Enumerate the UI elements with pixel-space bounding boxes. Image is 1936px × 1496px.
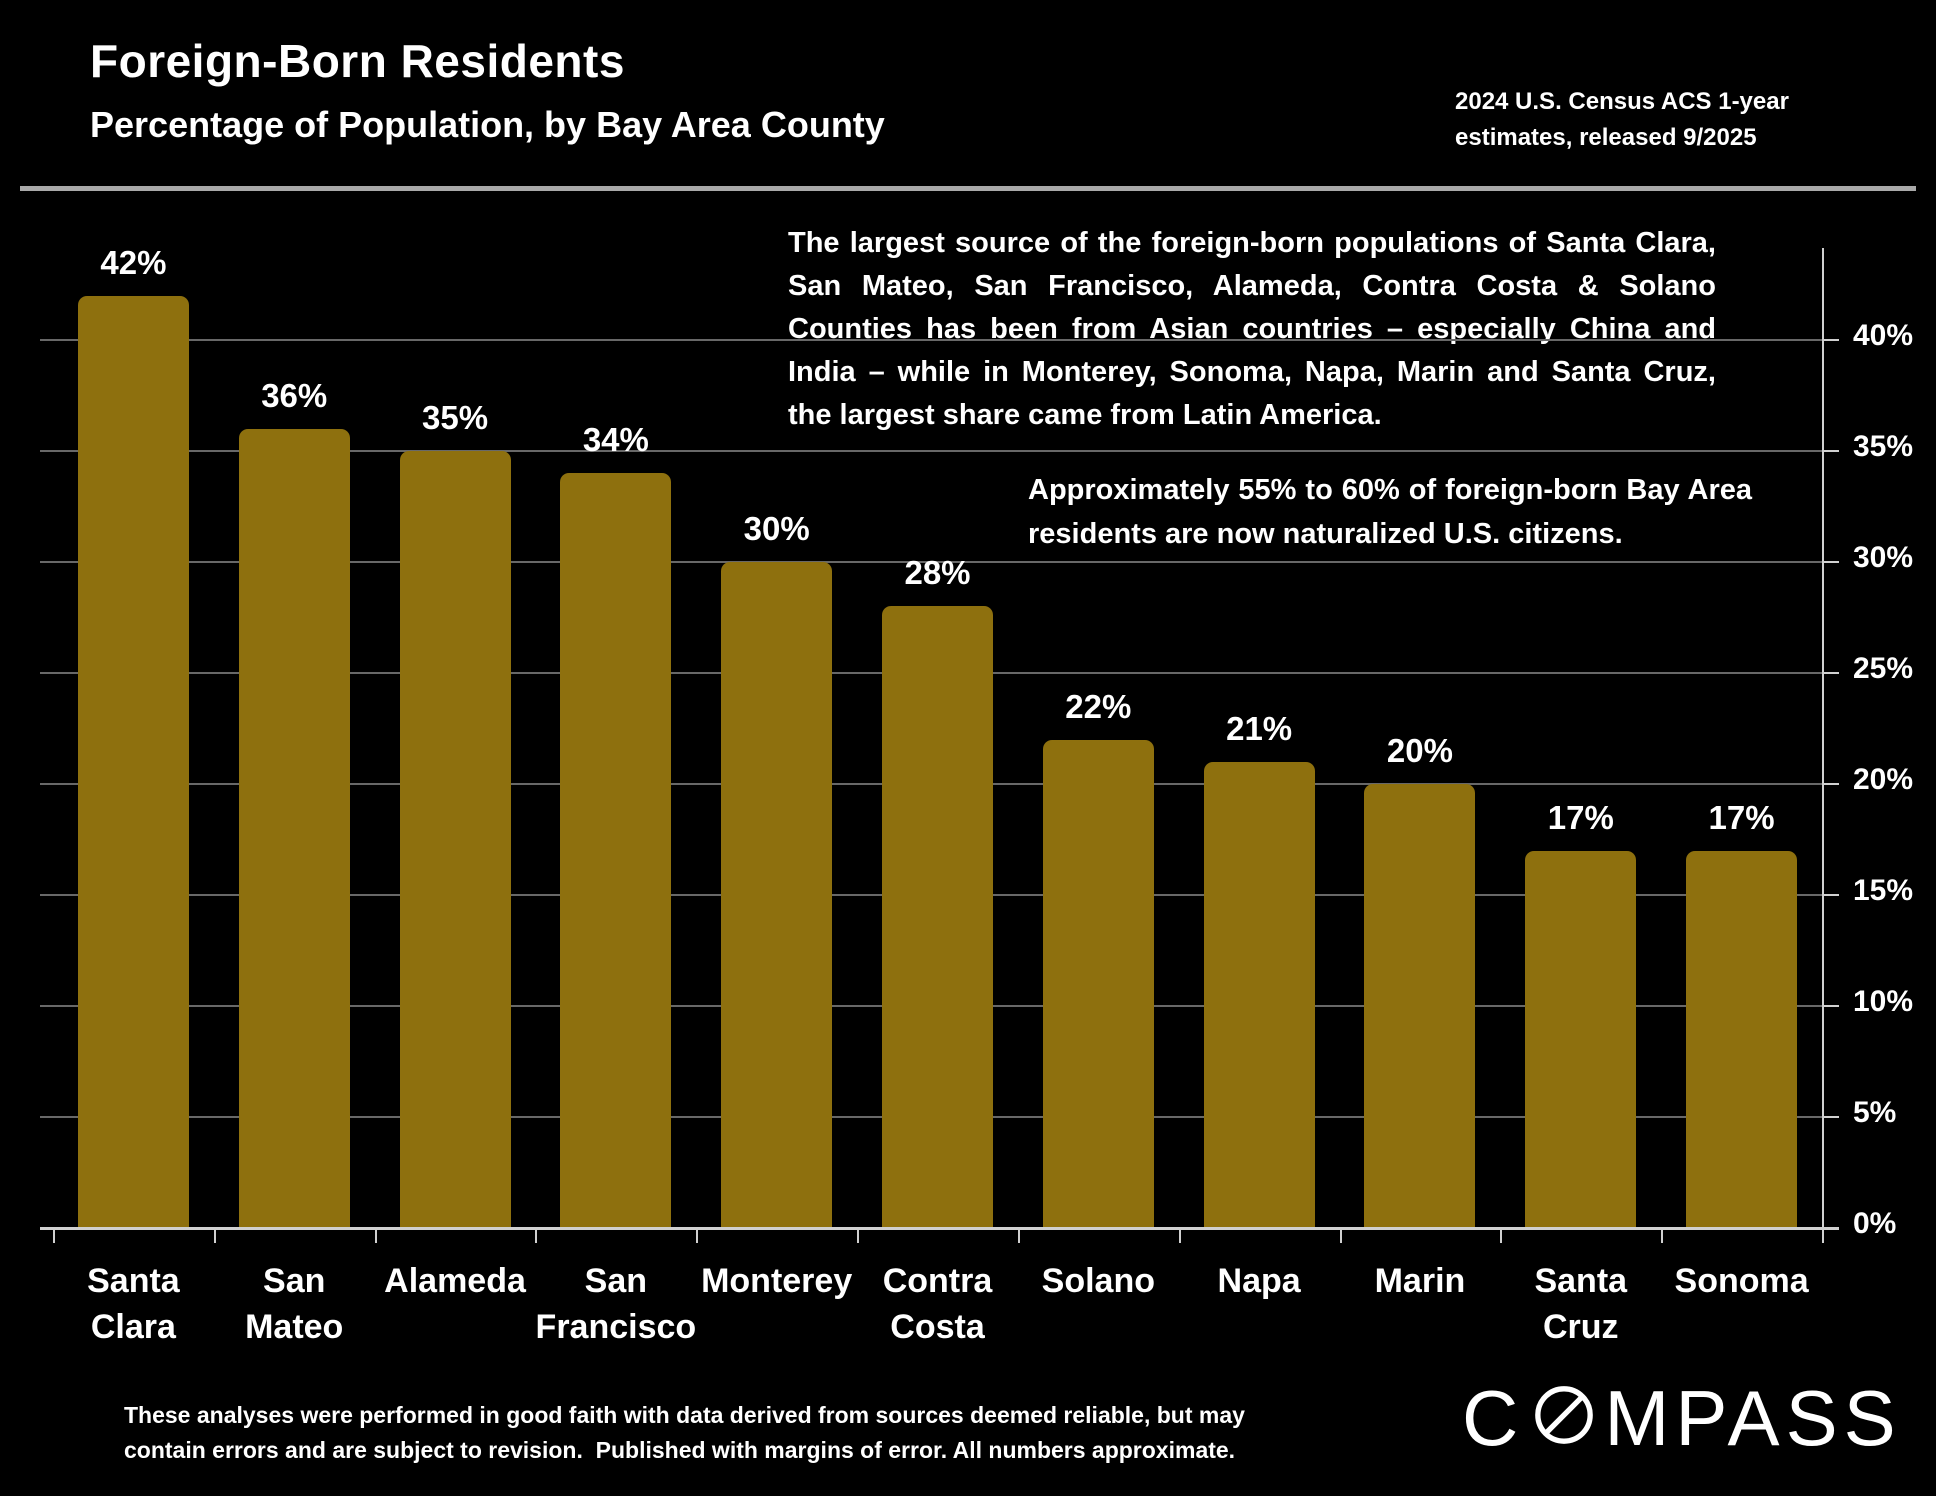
x-axis-label-line: Alameda [384,1262,526,1300]
x-axis-label: Napa [1171,1258,1347,1304]
x-axis-label: Marin [1332,1258,1508,1304]
x-axis-tick [1018,1230,1020,1243]
y-axis-line [1822,248,1824,1230]
x-axis-label: Santa Clara [45,1258,221,1350]
bar [882,606,993,1228]
y-axis-tick [1822,783,1839,785]
x-axis-label-line: Clara [90,1308,176,1346]
x-axis-label: Solano [1010,1258,1186,1304]
y-tick-label: 5% [1853,1096,1897,1129]
x-axis-tick [857,1230,859,1243]
y-axis-tick [1822,561,1839,563]
x-axis-label-line: Santa [1534,1262,1628,1300]
x-axis-label-line: Francisco [535,1308,697,1346]
bar-value-label: 42% [100,243,167,281]
x-axis-tick [1822,1230,1824,1243]
x-axis-label: San Francisco [528,1258,704,1350]
y-axis-tick [1822,1005,1839,1007]
x-axis-label: Sonoma [1654,1258,1830,1304]
x-axis-label-line: Marin [1374,1262,1466,1300]
bar [1042,739,1154,1228]
bar-value-label: 20% [1386,732,1453,769]
x-axis-label: Contra Costa [850,1258,1026,1350]
x-axis-tick [1179,1230,1181,1243]
page-title: Foreign-Born Residents [90,35,625,87]
y-axis-tick [1822,450,1839,452]
x-axis-label-line: Contra [882,1262,993,1300]
x-axis-tick [1661,1230,1663,1243]
x-axis-label-line: Monterey [701,1262,853,1300]
x-axis-label-line: Mateo [245,1308,344,1346]
disclaimer: These analyses were performed in good fa… [124,1398,1245,1468]
x-axis-label-line: San [263,1262,326,1300]
bar [77,295,189,1228]
header-divider [20,186,1916,191]
page-subtitle: Percentage of Population, by Bay Area Co… [90,104,885,145]
compass-logo-suffix: MPASS [1604,1373,1902,1462]
x-axis-label-line: Santa [87,1262,180,1300]
y-axis-tick [1822,672,1839,674]
annotation-primary: The largest source of the foreign-born p… [788,227,1716,431]
bar [1686,850,1798,1228]
x-axis-tick [696,1230,698,1243]
source-caption-line1: 2024 U.S. Census ACS 1-year [1455,88,1789,115]
compass-logo-prefix: C [1462,1373,1525,1462]
gridline [40,561,1822,563]
bar [238,428,350,1228]
source-caption-line2: estimates, released 9/2025 [1455,124,1757,151]
y-tick-label: 20% [1853,763,1914,796]
bar-value-label: 22% [1065,687,1132,725]
bar [1364,784,1476,1228]
x-axis-label: San Mateo [206,1258,382,1350]
x-axis-label-line: Cruz [1542,1308,1619,1346]
bar-value-label: 28% [904,554,971,592]
x-axis-tick [535,1230,537,1243]
y-tick-label: 25% [1853,652,1914,685]
bar-value-label: 35% [422,399,489,436]
y-axis-tick [1822,1116,1839,1118]
bar-value-label: 17% [1547,798,1614,836]
x-axis-label: Santa Cruz [1493,1258,1669,1350]
bar [1525,850,1637,1228]
disclaimer-line1: These analyses were performed in good fa… [124,1402,1245,1428]
bar [399,451,511,1228]
y-tick-label: 0% [1853,1207,1897,1240]
bar [1203,761,1315,1228]
x-axis-label-line: Napa [1217,1262,1301,1300]
x-axis-tick [1500,1230,1502,1243]
x-axis-label-line: Sonoma [1674,1262,1809,1300]
bar-value-label: 30% [743,510,810,547]
x-axis-label: Monterey [689,1258,865,1304]
bar-value-label: 21% [1226,709,1293,747]
x-axis-tick [214,1230,216,1243]
source-caption: 2024 U.S. Census ACS 1-year estimates, r… [1455,84,1789,156]
y-tick-label: 35% [1853,430,1914,463]
bar-value-label: 34% [582,421,649,459]
y-axis-tick [1822,339,1839,341]
x-axis-label: Alameda [367,1258,543,1304]
y-tick-label: 40% [1853,319,1914,352]
compass-logo: C MPASS [1462,1373,1902,1462]
x-axis-tick [375,1230,377,1243]
y-tick-label: 30% [1853,541,1914,574]
x-axis-tick [53,1230,55,1243]
bar-value-label: 17% [1708,798,1775,836]
x-axis-label-line: San [584,1262,648,1300]
y-tick-label: 10% [1853,985,1914,1018]
bar [560,473,672,1228]
x-axis-label-line: Solano [1041,1262,1155,1300]
annotation-secondary: Approximately 55% to 60% of foreign-born… [1028,474,1752,550]
x-axis-label-line: Costa [890,1308,985,1346]
y-tick-label: 15% [1853,874,1914,907]
bar [721,562,833,1228]
bar-value-label: 36% [261,376,328,414]
gridline [40,339,1822,341]
y-axis-tick [1822,894,1839,896]
x-axis-tick [1340,1230,1342,1243]
gridline [40,450,1822,452]
disclaimer-line2: contain errors and are subject to revisi… [124,1437,1236,1463]
x-axis-line [40,1227,1839,1230]
compass-needle-o-icon [1533,1384,1595,1451]
